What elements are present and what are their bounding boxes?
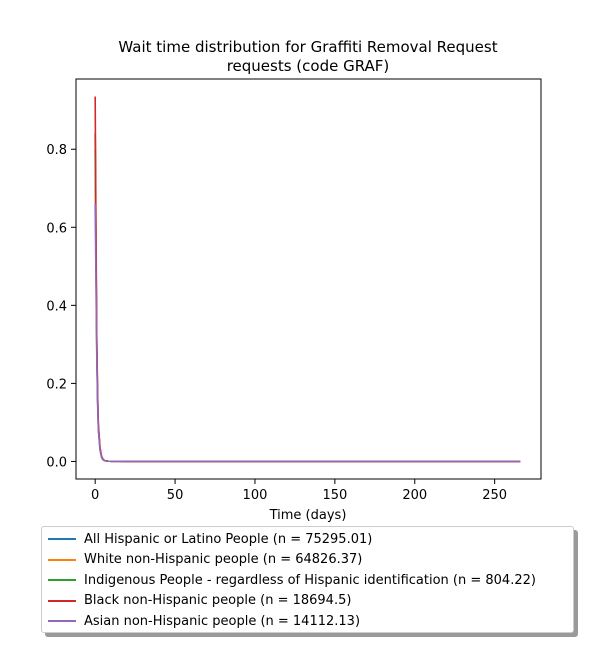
- series-line-2: [94, 149, 521, 463]
- legend-item: Asian non-Hispanic people (n = 14112.13): [42, 611, 360, 631]
- legend-swatch: [48, 558, 76, 561]
- legend-item: All Hispanic or Latino People (n = 75295…: [42, 529, 372, 549]
- legend-label: White non-Hispanic people (n = 64826.37): [84, 552, 363, 567]
- y-tick-label: 0.6: [46, 221, 67, 236]
- x-tick-label: 0: [91, 488, 99, 503]
- legend-item: White non-Hispanic people (n = 64826.37): [42, 550, 362, 570]
- legend-swatch: [48, 538, 76, 540]
- chart-title-line2: requests (code GRAF): [227, 57, 390, 75]
- legend-swatch: [48, 599, 76, 602]
- x-axis-label: Time (days): [269, 508, 347, 523]
- legend-swatch: [48, 579, 76, 581]
- y-tick-label: 0.2: [46, 377, 67, 392]
- series-line-4: [94, 203, 521, 463]
- x-tick-label: 150: [322, 488, 347, 503]
- legend-item: Black non-Hispanic people (n = 18694.5): [42, 591, 351, 611]
- plot-frame: [75, 78, 542, 480]
- chart-legend: All Hispanic or Latino People (n = 75295…: [41, 526, 574, 633]
- x-tick-label: 200: [402, 488, 427, 503]
- legend-label: Black non-Hispanic people (n = 18694.5): [84, 593, 352, 608]
- legend-swatch: [48, 620, 76, 622]
- legend-label: Indigenous People - regardless of Hispan…: [84, 572, 536, 588]
- y-axis-ticks: 0.0 0.2 0.4 0.6 0.8: [46, 143, 76, 470]
- x-tick-label: 50: [167, 488, 184, 503]
- plot-series: [94, 96, 521, 463]
- y-tick-label: 0.8: [46, 143, 67, 158]
- series-line-3: [94, 96, 521, 463]
- series-line-1: [94, 137, 521, 463]
- y-tick-label: 0.4: [46, 299, 67, 314]
- legend-item: Indigenous People - regardless of Hispan…: [42, 570, 536, 590]
- series-line-0: [94, 133, 521, 463]
- x-axis-ticks: 0 50 100 150 200 250: [91, 479, 507, 503]
- chart-title-line1: Wait time distribution for Graffiti Remo…: [118, 38, 497, 56]
- legend-label: All Hispanic or Latino People (n = 75295…: [84, 531, 373, 547]
- legend-label: Asian non-Hispanic people (n = 14112.13): [84, 613, 361, 629]
- x-tick-label: 250: [482, 488, 507, 503]
- x-tick-label: 100: [243, 488, 268, 503]
- y-tick-label: 0.0: [46, 455, 67, 470]
